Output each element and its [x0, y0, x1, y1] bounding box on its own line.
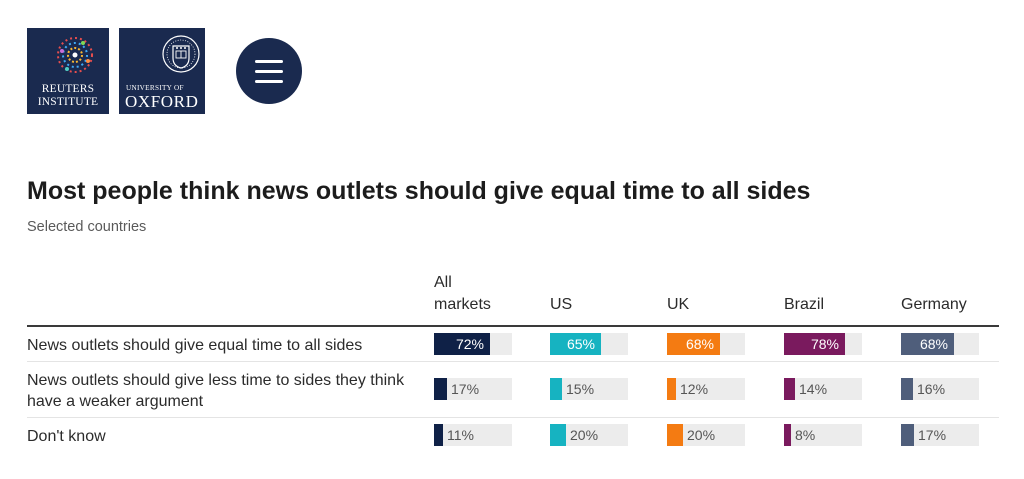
bar	[901, 378, 913, 400]
row-divider	[27, 361, 999, 362]
reuters-logo-line1: REUTERS	[41, 83, 95, 95]
bar-value-label: 8%	[795, 427, 816, 443]
bar	[550, 424, 566, 446]
chart-subtitle: Selected countries	[27, 219, 147, 235]
bar-value-label: 78%	[810, 336, 839, 352]
bar-value-label: 20%	[570, 427, 599, 443]
bar	[667, 378, 676, 400]
oxford-logo-line2: OXFORD	[125, 92, 199, 111]
bar	[784, 333, 845, 355]
reuters-logo-line2: INSTITUTE	[37, 96, 99, 108]
bar-value-label: 16%	[917, 381, 946, 397]
bar-cell: 14%	[784, 378, 862, 400]
bar-value-label: 14%	[799, 381, 828, 397]
bar-cell: 20%	[667, 424, 745, 446]
bar-cell: 65%	[550, 333, 628, 355]
bar-value-label: 17%	[918, 427, 947, 443]
oxford-logo[interactable]: UNIVERSITY OF OXFORD	[119, 28, 205, 114]
reuters-institute-logo[interactable]: REUTERS INSTITUTE	[27, 28, 109, 114]
bar	[901, 424, 914, 446]
reuters-dot-emblem-icon	[57, 37, 93, 73]
column-header: UK	[667, 296, 690, 313]
bar-cell: 20%	[550, 424, 628, 446]
bar-value-label: 68%	[919, 336, 948, 352]
row-label: Don't know	[27, 428, 106, 445]
oxford-crest-icon	[162, 35, 200, 73]
bar-value-label: 72%	[455, 336, 484, 352]
bar	[784, 378, 795, 400]
bar-value-label: 11%	[447, 427, 474, 443]
column-header: Germany	[901, 296, 967, 313]
bar-cell: 78%	[784, 333, 862, 355]
bar-cell: 12%	[667, 378, 745, 400]
bar-cell: 17%	[901, 424, 979, 446]
bar	[434, 378, 447, 400]
bar-value-label: 15%	[566, 381, 595, 397]
bar	[784, 424, 791, 446]
bar-cell: 8%	[784, 424, 862, 446]
column-header: All markets	[434, 274, 491, 313]
bar-value-label: 12%	[680, 381, 709, 397]
bar-value-label: 20%	[687, 427, 716, 443]
bar-cell: 68%	[901, 333, 979, 355]
header-divider	[27, 325, 999, 327]
bar	[667, 424, 683, 446]
bar	[434, 333, 490, 355]
bar-value-label: 65%	[566, 336, 595, 352]
bar	[434, 424, 443, 446]
bar	[901, 333, 954, 355]
bar	[550, 378, 562, 400]
menu-button[interactable]	[236, 38, 302, 104]
oxford-logo-line1: UNIVERSITY OF	[126, 84, 184, 92]
bar-cell: 11%	[434, 424, 512, 446]
bar-cell: 72%	[434, 333, 512, 355]
bar-value-label: 17%	[451, 381, 480, 397]
row-label: News outlets should give equal time to a…	[27, 337, 363, 354]
column-header: US	[550, 296, 573, 313]
bar-cell: 16%	[901, 378, 979, 400]
bar-cell: 15%	[550, 378, 628, 400]
bar-cell: 17%	[434, 378, 512, 400]
bar-cell: 68%	[667, 333, 745, 355]
row-divider	[27, 417, 999, 418]
bar-value-label: 68%	[685, 336, 714, 352]
column-header: Brazil	[784, 296, 825, 313]
row-label: News outlets should give less time to si…	[27, 372, 405, 410]
chart-title: Most people think news outlets should gi…	[27, 177, 811, 205]
bar	[667, 333, 720, 355]
bar	[550, 333, 601, 355]
